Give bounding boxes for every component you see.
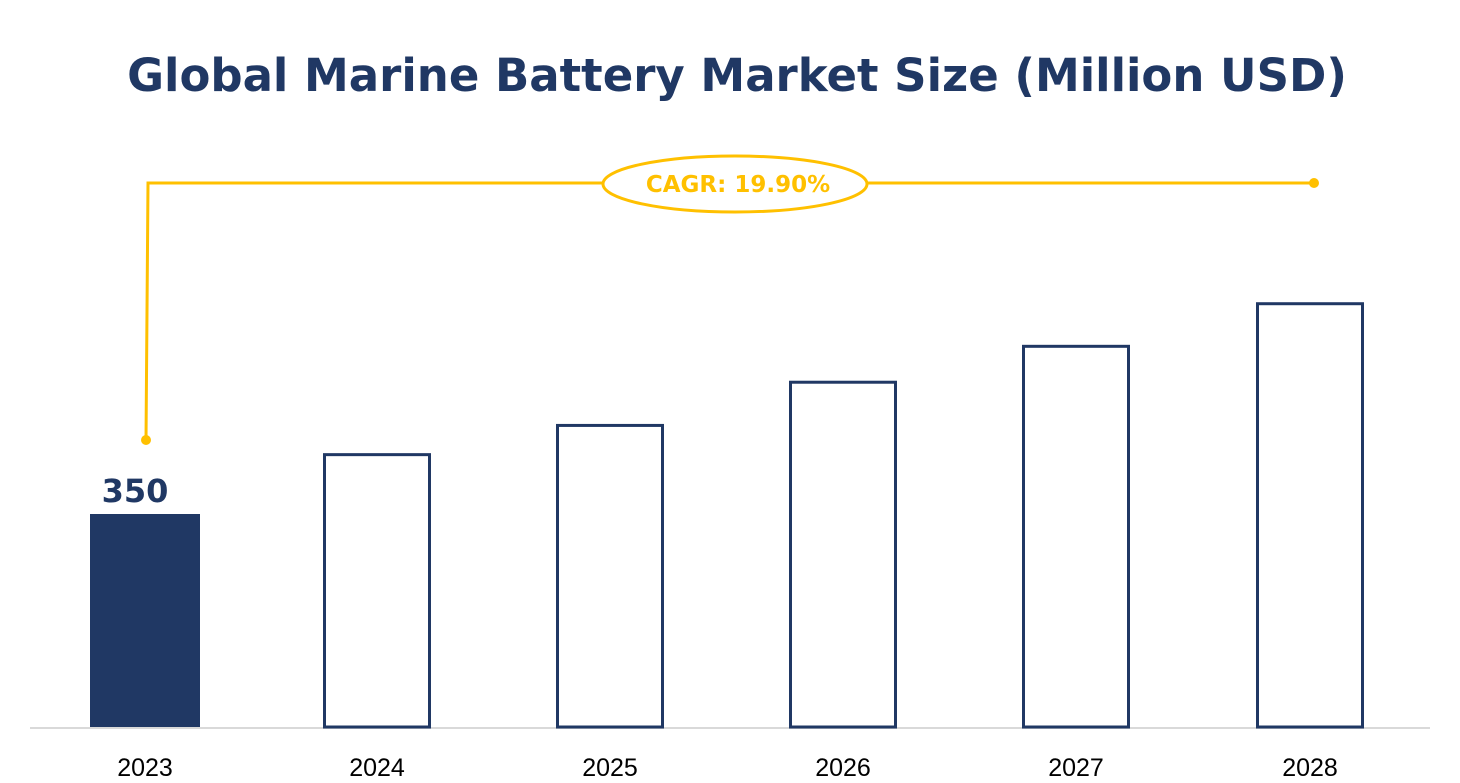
x-tick-label: 2025 [582, 754, 638, 782]
x-tick-label: 2028 [1282, 754, 1338, 782]
bar-2028 [1256, 302, 1364, 729]
cagr-start-dot [141, 435, 151, 445]
data-label: 350 [102, 472, 169, 510]
x-tick-label: 2024 [349, 754, 405, 782]
cagr-ellipse [601, 154, 869, 214]
x-tick-label: 2026 [815, 754, 871, 782]
x-tick-label: 2023 [117, 754, 173, 782]
bar-2024 [323, 453, 431, 729]
cagr-connector-line [144, 181, 1314, 441]
bar-2026 [789, 380, 897, 729]
cagr-end-dot [1309, 178, 1319, 188]
bar-2023 [90, 514, 200, 727]
cagr-label: CAGR: 19.90% [646, 172, 830, 198]
cagr-annotation: CAGR: 19.90% [141, 154, 1319, 445]
bar-2027 [1022, 344, 1130, 729]
bar-2025 [556, 423, 664, 729]
chart-title: Global Marine Battery Market Size (Milli… [127, 49, 1347, 102]
x-tick-label: 2027 [1048, 754, 1104, 782]
